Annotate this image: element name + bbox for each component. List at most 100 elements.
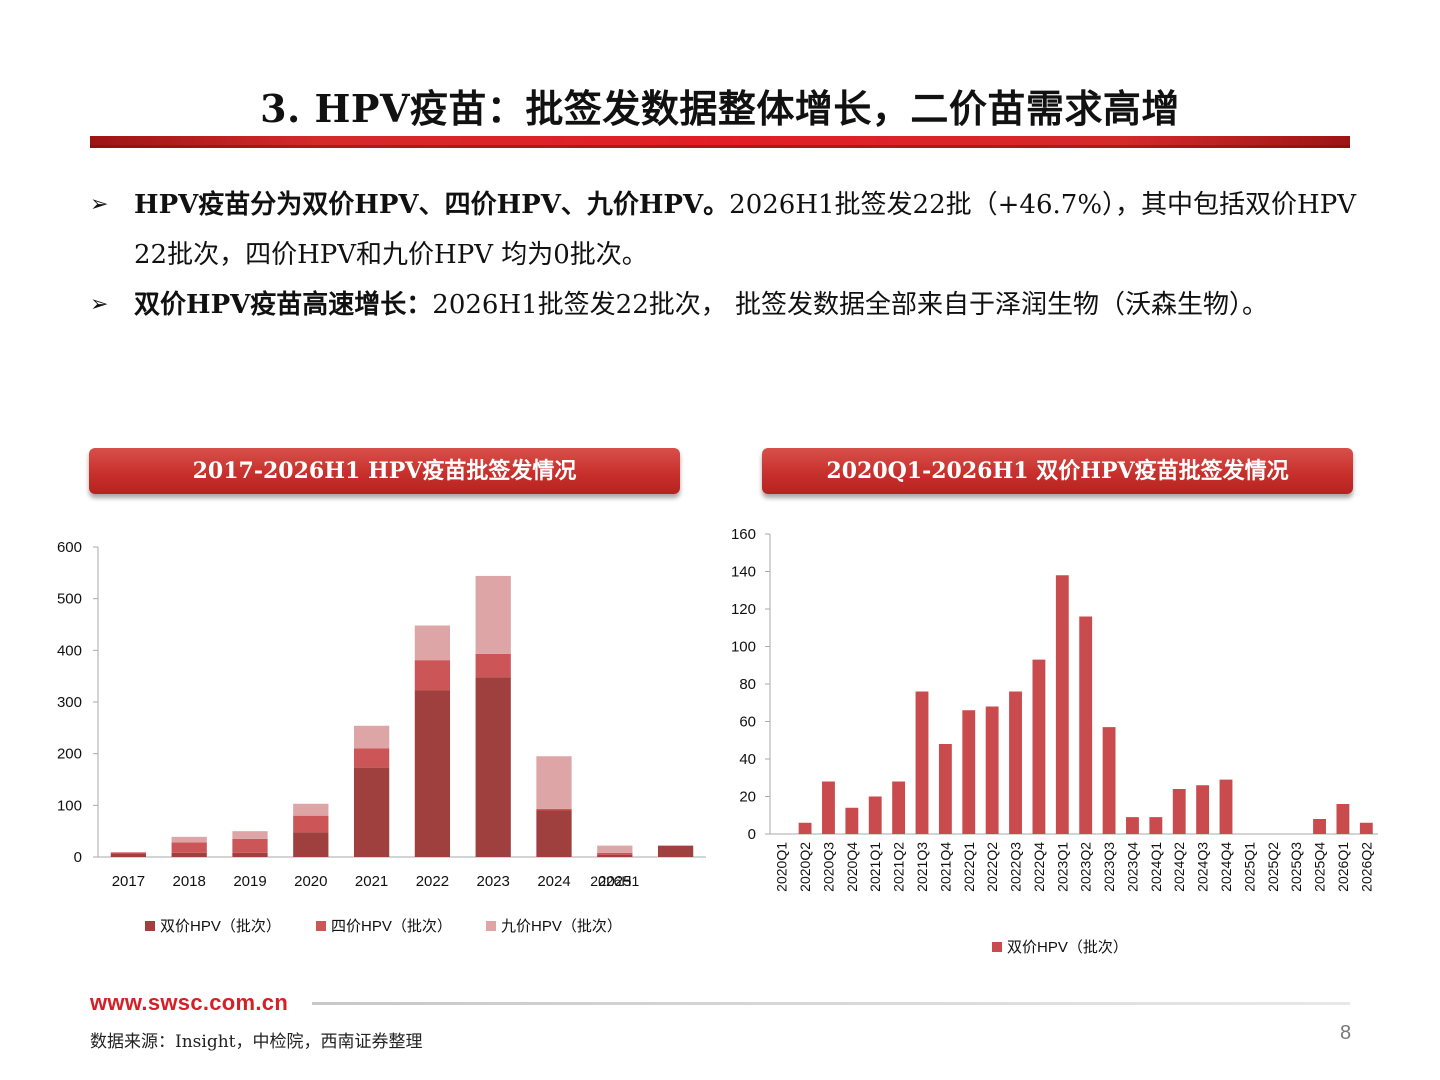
chart-1-legend-label-1: 双价HPV（批次） — [160, 918, 281, 935]
chart-1-bar-2022-series-2 — [414, 660, 451, 691]
chart-2-x-tick-label: 2023Q3 — [1101, 842, 1117, 892]
title-divider — [90, 136, 1350, 148]
chart-2-x-tick-label: 2021Q2 — [891, 842, 907, 892]
chart-2-bar-2026Q2 — [1359, 822, 1373, 834]
chart-2-legend-label: 双价HPV（批次） — [1007, 939, 1128, 956]
bullet-2-bold: 双价HPV疫苗高速增长： — [134, 290, 433, 320]
chart-2-x-tick-label: 2023Q2 — [1078, 842, 1094, 892]
chart-2-bar-2026Q1 — [1336, 804, 1350, 834]
chart-1-bar-2017-series-1 — [110, 853, 147, 857]
chart-2-bar-2023Q3 — [1102, 727, 1116, 834]
chart-1-bar-2017-series-2 — [110, 852, 147, 854]
footer-source: 数据来源：Insight，中检院，西南证券整理 — [90, 1032, 423, 1052]
chart-2-bar-2024Q2 — [1172, 789, 1186, 834]
chart-1-x-tick-label: 2018 — [173, 873, 206, 890]
chart-2-title: 2020Q1-2026H1 双价HPV疫苗批签发情况 — [762, 448, 1353, 494]
chart-2-y-tick-label: 100 — [731, 639, 756, 656]
chart-1-bar-2022-series-3 — [414, 625, 451, 661]
page-title: 3. HPV疫苗：批签发数据整体增长，二价苗需求高增 — [260, 86, 1180, 131]
chart-2-x-tick-label: 2022Q2 — [984, 842, 1000, 892]
chart-2-x-tick-label: 2022Q1 — [961, 842, 977, 892]
chart-2-x-tick-label: 2024Q4 — [1218, 842, 1234, 892]
chart-2-bar-2022Q1 — [962, 710, 976, 834]
chart-1-legend-swatch-2 — [316, 921, 326, 931]
chart-2-bar-2024Q1 — [1149, 817, 1163, 834]
chart-2-x-tick-label: 2024Q1 — [1148, 842, 1164, 892]
chart-2-bar-2021Q1 — [868, 796, 882, 834]
chart-2-bar-2022Q3 — [1009, 691, 1022, 834]
footer-url[interactable]: www.swsc.com.cn — [90, 990, 289, 1015]
chart-1-x-tick-label: 2019 — [233, 873, 266, 890]
chart-1-x-tick-label: 2022 — [416, 873, 449, 890]
chart-2-bar-2025Q4 — [1313, 819, 1326, 834]
chart-2-x-tick-label: 2020Q3 — [820, 842, 836, 892]
chart-2-x-tick-label: 2025Q2 — [1265, 842, 1281, 892]
chart-1-x-tick-label: 2026H1 — [590, 873, 639, 889]
page-number: 8 — [1340, 1022, 1352, 1044]
chart-1-y-tick-label: 400 — [57, 642, 82, 659]
bullet-list: ➢ HPV疫苗分为双价HPV、四价HPV、九价HPV。2026H1批签发22批（… — [90, 180, 1365, 330]
chart-1-bar-2020-series-2 — [293, 815, 329, 833]
chart-2-bar-2022Q2 — [985, 706, 999, 834]
chart-1-bar-2020-series-1 — [293, 832, 329, 857]
chart-2-x-tick-label: 2021Q3 — [914, 842, 930, 892]
chart-2-bar-2021Q2 — [892, 781, 906, 834]
chart-2-bar-2020Q3 — [822, 781, 835, 834]
bullet-1-text: 2026H1批签发22批（+46.7%），其中包括双价HPV 22批次，四价HP… — [134, 190, 1356, 270]
chart-2-x-tick-label: 2021Q1 — [867, 842, 883, 892]
chart-1-y-tick-label: 300 — [57, 694, 82, 711]
chart-1-bar-2023-series-3 — [475, 575, 511, 654]
chart-2-y-tick-label: 160 — [731, 526, 756, 543]
chart-1-bar-2023-series-1 — [475, 677, 511, 857]
chart-2-x-tick-label: 2022Q3 — [1008, 842, 1024, 892]
chart-1-bar-2021-series-2 — [353, 748, 390, 768]
chart-2-x-tick-label: 2025Q3 — [1288, 842, 1304, 892]
chart-1-legend-label-3: 九价HPV（批次） — [501, 918, 622, 935]
chart-2-x-tick-label: 2020Q4 — [844, 842, 860, 892]
chart-1-legend-swatch-3 — [486, 921, 496, 931]
chart-1-bar-2018-series-2 — [171, 842, 207, 853]
chart-1-bar-2024-series-3 — [536, 756, 572, 809]
chart-2-y-tick-label: 140 — [731, 564, 756, 581]
chart-2-x-tick-label: 2024Q2 — [1171, 842, 1187, 892]
chart-1-x-tick-label: 2024 — [537, 873, 570, 890]
chart-1-bar-2020-series-3 — [293, 803, 329, 816]
chart-2-y-tick-label: 20 — [739, 789, 756, 806]
chart-2-y-tick-label: 40 — [739, 751, 756, 768]
footer-divider — [312, 1002, 1350, 1005]
chart-2-bar-2022Q4 — [1032, 659, 1046, 834]
arrow-bullet-icon: ➢ — [90, 192, 109, 217]
chart-2-bar-2023Q1 — [1055, 575, 1069, 834]
chart-1-legend-label-2: 四价HPV（批次） — [331, 918, 452, 935]
chart-2-bar-2024Q4 — [1219, 779, 1233, 834]
chart-1-bar-2021-series-3 — [353, 725, 390, 749]
chart-1-bar-2025-series-3 — [597, 845, 633, 853]
chart-1-bar-2026H1-series-1 — [657, 845, 694, 857]
chart-2-x-tick-label: 2026Q2 — [1358, 842, 1374, 892]
chart-2-bar-2023Q4 — [1126, 817, 1139, 834]
chart-1-y-tick-label: 100 — [57, 797, 82, 814]
chart-2-legend-swatch — [992, 942, 1002, 952]
chart-2-y-tick-label: 0 — [748, 826, 756, 843]
chart-1-bar-2019-series-1 — [232, 852, 268, 857]
chart-1-bar-2024-series-2 — [536, 808, 572, 811]
bullet-2-text: 2026H1批签发22批次， 批签发数据全部来自于泽润生物（沃森生物）。 — [432, 290, 1269, 320]
chart-2-bar-2024Q3 — [1196, 785, 1210, 834]
chart-1-x-tick-label: 2020 — [294, 873, 327, 890]
chart-2-x-tick-label: 2026Q1 — [1335, 842, 1351, 892]
chart-2-x-tick-label: 2025Q4 — [1312, 842, 1328, 892]
chart-1-bar-2021-series-1 — [353, 767, 390, 857]
chart-2-x-tick-label: 2024Q3 — [1195, 842, 1211, 892]
arrow-bullet-icon: ➢ — [90, 292, 109, 317]
chart-1-y-tick-label: 200 — [57, 746, 82, 763]
bullet-item-1: ➢ HPV疫苗分为双价HPV、四价HPV、九价HPV。2026H1批签发22批（… — [90, 180, 1365, 280]
chart-1-bar-2019-series-3 — [232, 831, 268, 839]
chart-1-bar-2025-series-1 — [597, 854, 633, 857]
bullet-item-2: ➢ 双价HPV疫苗高速增长：2026H1批签发22批次， 批签发数据全部来自于泽… — [90, 280, 1365, 330]
chart-2-y-tick-label: 60 — [739, 714, 756, 731]
chart-2-x-tick-label: 2023Q4 — [1124, 842, 1140, 892]
chart-1-bar-2025-series-2 — [597, 852, 633, 855]
chart-1-bar-2019-series-2 — [232, 838, 268, 853]
chart-1-bar-2018-series-3 — [171, 836, 207, 843]
